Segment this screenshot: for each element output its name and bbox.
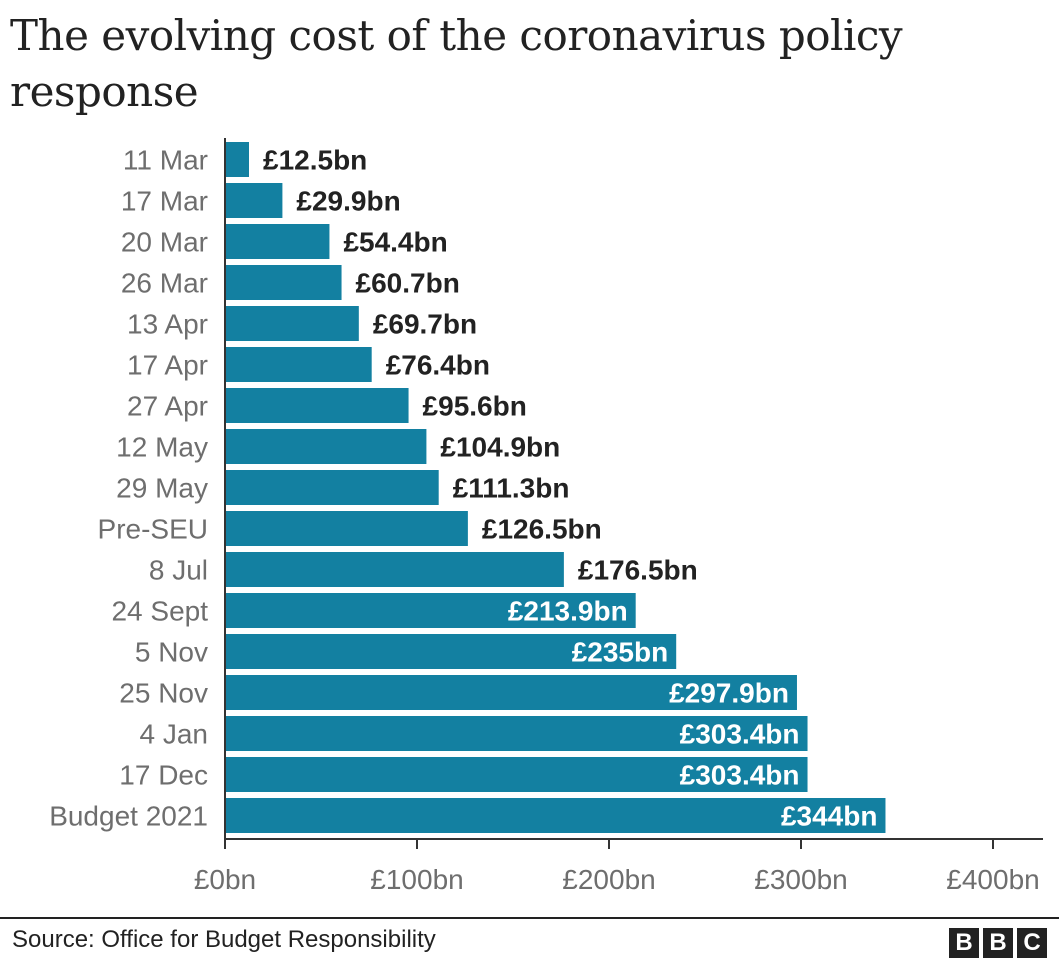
value-label: £303.4bn — [680, 760, 800, 791]
value-label: £303.4bn — [680, 719, 800, 750]
bar — [225, 347, 372, 382]
value-label: £69.7bn — [373, 309, 477, 340]
x-tick-label: £300bn — [754, 864, 847, 895]
value-label: £76.4bn — [386, 350, 490, 381]
bar — [225, 634, 677, 669]
category-label: Pre-SEU — [98, 514, 208, 545]
bar-chart: 11 Mar 17 Mar 20 Mar 26 Mar 13 Apr 17 Apr 27 A… — [49, 138, 1043, 895]
category-label: 26 Mar — [121, 268, 208, 299]
value-label: £297.9bn — [669, 678, 789, 709]
x-tick-label: £100bn — [370, 864, 463, 895]
bar — [225, 224, 330, 259]
category-label: 24 Sept — [111, 596, 208, 627]
category-label: 29 May — [116, 473, 208, 504]
category-label: Budget 2021 — [49, 801, 208, 832]
bbc-logo-letter: C — [1017, 928, 1047, 958]
value-label: £95.6bn — [423, 391, 527, 422]
bar — [225, 429, 427, 464]
bar — [225, 306, 359, 341]
value-label: £111.3bn — [453, 473, 570, 504]
bar — [225, 183, 283, 218]
bar — [225, 552, 564, 587]
bar — [225, 388, 409, 423]
category-label: 20 Mar — [121, 227, 208, 258]
category-label: 12 May — [116, 432, 208, 463]
bar — [225, 470, 439, 505]
chart-title: The evolving cost of the coronavirus pol… — [10, 11, 903, 116]
bbc-logo-letter: B — [949, 928, 979, 958]
x-tick-label: £200bn — [562, 864, 655, 895]
category-label: 25 Nov — [119, 678, 208, 709]
category-label: 17 Mar — [121, 186, 208, 217]
bars-layer — [225, 142, 886, 833]
value-label: £213.9bn — [508, 596, 628, 627]
bar — [225, 511, 468, 546]
bbc-logo: B B C — [949, 928, 1047, 958]
category-label: 13 Apr — [127, 309, 208, 340]
x-tick-label: £0bn — [194, 864, 256, 895]
value-label: £126.5bn — [482, 514, 602, 545]
category-label: 17 Dec — [119, 760, 208, 791]
value-label: £235bn — [572, 637, 669, 668]
bar — [225, 798, 886, 833]
bar — [225, 265, 342, 300]
x-axis: £0bn £100bn £200bn £300bn £400bn — [194, 138, 1043, 895]
footer-divider — [0, 917, 1059, 919]
bar — [225, 593, 636, 628]
bar — [225, 142, 249, 177]
value-label: £176.5bn — [578, 555, 698, 586]
bar — [225, 675, 797, 710]
source-note: Source: Office for Budget Responsibility — [12, 926, 436, 953]
value-label: £29.9bn — [296, 186, 400, 217]
category-label: 4 Jan — [140, 719, 209, 750]
value-label: £60.7bn — [356, 268, 460, 299]
category-label: 27 Apr — [127, 391, 208, 422]
x-tick-label: £400bn — [946, 864, 1039, 895]
category-label: 5 Nov — [135, 637, 208, 668]
bbc-logo-letter: B — [983, 928, 1013, 958]
value-label: £12.5bn — [263, 145, 367, 176]
category-label: 8 Jul — [149, 555, 208, 586]
category-label: 17 Apr — [127, 350, 208, 381]
bar — [225, 716, 808, 751]
value-labels: £12.5bn £29.9bn £54.4bn £60.7bn £69.7bn £76.4… — [263, 145, 877, 832]
category-labels: 11 Mar 17 Mar 20 Mar 26 Mar 13 Apr 17 Apr 27 A… — [49, 145, 208, 832]
value-label: £104.9bn — [440, 432, 560, 463]
category-label: 11 Mar — [123, 145, 208, 176]
value-label: £344bn — [781, 801, 878, 832]
value-label: £54.4bn — [343, 227, 447, 258]
bar — [225, 757, 808, 792]
